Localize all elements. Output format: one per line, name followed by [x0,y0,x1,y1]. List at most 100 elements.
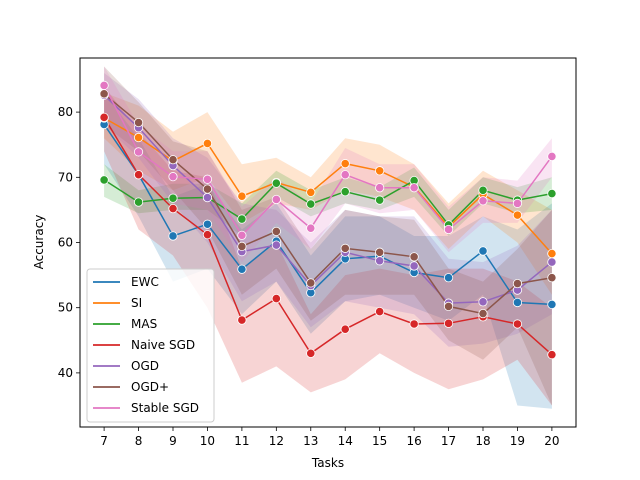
x-tick-label-7: 7 [100,434,108,448]
legend-label-ogd-: OGD+ [131,380,169,394]
x-axis-label: Tasks [311,456,344,470]
point-si-11 [237,191,247,201]
point-stable-sgd-14 [340,170,350,180]
x-axis: 7 8 9 10 11 12 13 14 15 16 17 18 19 20 [100,427,560,448]
point-ogd--19 [512,278,523,289]
legend-label-mas: MAS [131,317,157,331]
point-mas-7 [99,175,109,185]
point-stable-sgd-15 [375,183,385,193]
point-naive-sgd-7 [99,112,109,122]
x-tick-label-18: 18 [475,434,490,448]
point-naive-sgd-20 [547,350,557,360]
point-stable-sgd-19 [512,198,523,208]
x-tick-label-9: 9 [169,434,177,448]
point-ogd--20 [547,273,557,283]
point-ewc-10 [202,219,213,229]
y-axis-label: Accuracy [32,215,46,270]
y-tick-label-80: 80 [58,105,73,119]
point-ogd--11 [237,241,247,252]
band-ewc [104,92,552,409]
point-ogd-18 [478,297,488,307]
x-tick-label-12: 12 [269,434,284,448]
point-naive-sgd-11 [237,315,247,325]
legend-box [86,268,215,423]
point-ogd--18 [478,308,488,319]
point-ogd-16 [409,261,419,271]
x-tick-label-20: 20 [544,434,559,448]
point-ogd--17 [443,301,454,311]
line-naive-sgd [103,116,553,356]
point-ogd-20 [547,257,557,267]
point-mas-13 [306,199,316,209]
x-tick-label-11: 11 [234,434,249,448]
point-ogd--9 [168,155,178,165]
band-si [104,92,552,295]
point-stable-sgd-16 [409,183,419,193]
x-tick-label-8: 8 [135,434,143,448]
point-si-13 [306,187,316,197]
line-stable-sgd [103,85,553,237]
point-stable-sgd-12 [271,194,281,205]
point-ewc-9 [168,231,178,241]
y-tick-label-40: 40 [58,366,73,380]
line-ewc [103,124,552,306]
point-mas-20 [547,189,557,199]
y-tick-label-70: 70 [58,170,73,184]
line-ogd [103,94,553,304]
point-stable-sgd-20 [547,151,557,162]
point-si-14 [340,159,350,169]
point-naive-sgd-17 [443,318,454,328]
point-naive-sgd-16 [409,319,419,329]
point-si-15 [375,166,385,176]
point-mas-14 [340,187,350,197]
band-naive-sgd [104,86,552,406]
point-si-20 [547,248,557,259]
line-mas [103,179,553,227]
point-mas-18 [478,185,488,195]
point-naive-sgd-15 [375,307,385,317]
point-ewc-17 [443,273,454,283]
x-tick-label-15: 15 [372,434,387,448]
point-mas-12 [271,178,281,188]
point-si-8 [133,132,144,143]
x-tick-label-19: 19 [510,434,525,448]
x-tick-label-14: 14 [338,434,353,448]
point-ogd-12 [271,240,281,250]
y-axis: 40 50 60 70 80 [58,105,80,380]
x-tick-label-17: 17 [441,434,456,448]
point-ogd-10 [202,192,213,203]
point-ogd--14 [340,243,350,253]
point-mas-8 [133,197,144,207]
point-mas-11 [237,214,247,224]
point-mas-15 [375,195,385,205]
point-stable-sgd-18 [478,196,488,206]
point-ogd--12 [271,226,281,237]
legend-label-ewc: EWC [131,275,159,289]
point-si-19 [512,210,523,220]
point-ewc-18 [478,246,488,256]
point-naive-sgd-13 [306,348,316,358]
point-naive-sgd-10 [202,230,213,240]
point-stable-sgd-17 [443,224,454,235]
band-ogd [104,73,552,347]
point-si-10 [202,138,213,149]
line-si [103,117,553,255]
legend-label-si: SI [131,296,142,310]
point-ogd--16 [409,252,419,262]
point-stable-sgd-13 [306,223,316,233]
line-ogd- [103,93,553,315]
legend: EWC SI MAS Naive SGD OGD OGD+ Stable SGD [86,268,215,423]
x-tick-label-16: 16 [406,434,421,448]
point-naive-sgd-9 [168,203,178,214]
point-ogd-15 [375,256,385,266]
point-stable-sgd-8 [133,147,144,157]
point-naive-sgd-14 [340,324,350,334]
legend-label-ogd: OGD [131,359,159,373]
point-stable-sgd-9 [168,172,178,182]
point-stable-sgd-11 [237,230,247,240]
point-ewc-11 [237,264,247,274]
series-markers [99,80,557,360]
point-ogd--10 [202,184,213,194]
point-ewc-20 [547,299,557,310]
